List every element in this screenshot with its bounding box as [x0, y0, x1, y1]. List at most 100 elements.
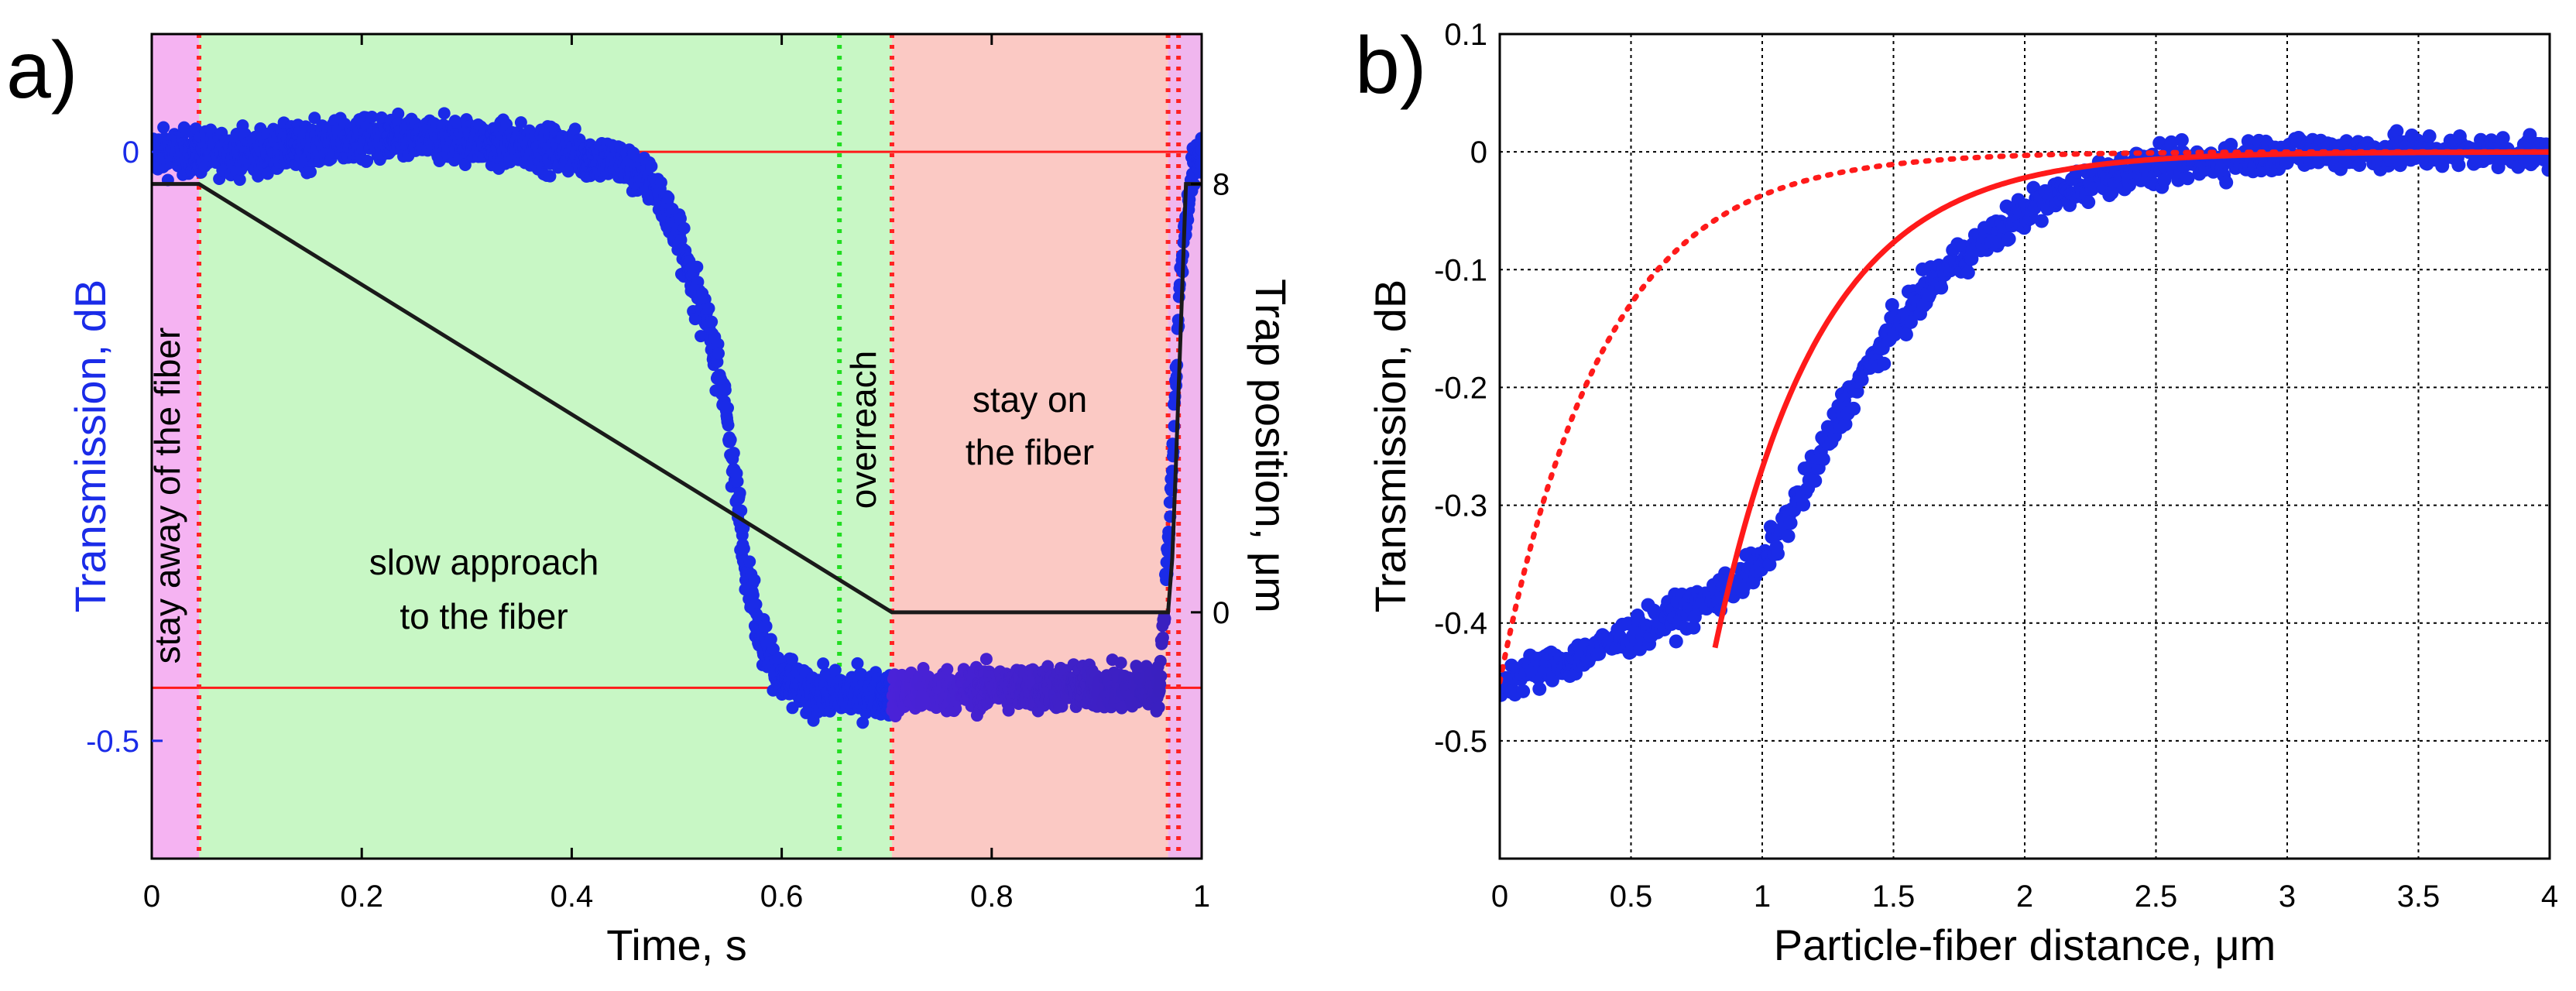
region-2	[891, 34, 1168, 859]
transmission-point	[252, 170, 265, 183]
panel-a-x-axis-label: Time, s	[606, 921, 746, 969]
x-tick-label: 1	[1754, 880, 1771, 914]
transmission-point	[544, 170, 557, 183]
x-tick-label: 2.5	[2135, 880, 2178, 914]
transmission-point	[743, 555, 756, 568]
transmission-point	[1041, 660, 1055, 673]
transmission-point	[702, 302, 715, 315]
transmission-point	[724, 434, 737, 447]
x-tick-label: 3.5	[2397, 880, 2441, 914]
x-tick-label: 2	[2016, 880, 2033, 914]
panel-b-ticks: 0 0.5 1 1.5 2 2.5 3 3.5 4 0.1 0 -0.1 -0.2 -0.3 -0.4 -0.…	[1434, 18, 2558, 914]
x-tick-label: 0.4	[551, 880, 594, 914]
panel-b-y-axis-label: Transmission, dB	[1366, 279, 1415, 613]
annotation-stay-on-line1: stay on	[972, 379, 1087, 420]
transmission-point	[1114, 657, 1127, 670]
data-point	[1781, 529, 1796, 544]
y-right-tick-label: 8	[1213, 168, 1230, 202]
data-point	[1960, 266, 1975, 280]
data-point	[1532, 681, 1547, 696]
y-right-tick-label: 0	[1213, 596, 1230, 630]
y-tick-label: -0.5	[1434, 725, 1487, 759]
data-point	[1808, 473, 1823, 488]
x-tick-label: 4	[2541, 880, 2558, 914]
transmission-point	[979, 653, 993, 666]
transmission-point	[1055, 700, 1068, 713]
transmission-point	[1160, 556, 1173, 569]
transmission-point	[737, 542, 750, 555]
panel-a-frame	[150, 33, 1203, 860]
x-tick-label: 0.6	[760, 880, 804, 914]
transmission-point	[365, 111, 379, 124]
data-point	[1885, 298, 1899, 313]
transmission-point	[1172, 320, 1185, 333]
transmission-point	[705, 315, 719, 328]
x-tick-label: 0.2	[340, 880, 383, 914]
x-tick-label: 1	[1193, 880, 1210, 914]
data-point	[1783, 516, 1798, 530]
data-point	[2540, 151, 2550, 166]
transmission-point	[691, 260, 704, 273]
transmission-point	[1158, 612, 1171, 626]
transmission-point	[308, 111, 321, 125]
transmission-point	[157, 121, 170, 134]
transmission-point	[817, 657, 830, 670]
panel-b: b) 0 0.5 1 1.5 2 2.5 3 3.5 4 0.1 0 -0.1 -0.2 -0.3 -0.4…	[1355, 18, 2558, 969]
transmission-point	[654, 176, 667, 189]
transmission-point	[746, 588, 760, 602]
y-left-tick-label: 0	[122, 135, 139, 170]
panel-a-y-axis-label-right: Trap position, μm	[1247, 279, 1295, 613]
data-point	[2422, 129, 2437, 143]
transmission-point	[677, 221, 691, 235]
annotation-stay-away: stay away of the fiber	[147, 327, 187, 664]
transmission-point	[727, 447, 740, 460]
data-point	[2389, 124, 2404, 139]
y-tick-label: -0.1	[1434, 253, 1487, 287]
data-point	[2157, 173, 2172, 187]
x-tick-label: 0.8	[970, 880, 1014, 914]
transmission-point	[1152, 701, 1165, 714]
transmission-point	[1156, 631, 1169, 644]
x-tick-label: 1.5	[1872, 880, 1916, 914]
transmission-point	[785, 653, 798, 666]
transmission-point	[731, 475, 744, 488]
data-point	[2541, 163, 2550, 177]
panel-a-y-axis-label-left: Transmission, dB	[66, 279, 115, 613]
panel-b-fit-solid	[1712, 149, 2550, 649]
annotation-overreach: overreach	[843, 351, 883, 509]
data-point	[1816, 452, 1830, 467]
data-point	[1877, 356, 1892, 371]
transmission-point	[722, 401, 734, 414]
data-point	[2034, 214, 2049, 228]
data-point	[1934, 280, 1949, 295]
transmission-point	[722, 419, 735, 432]
transmission-point	[1194, 157, 1202, 170]
data-point	[2174, 132, 2189, 147]
transmission-point	[458, 158, 472, 171]
y-tick-label: -0.4	[1434, 607, 1487, 641]
transmission-point	[851, 657, 864, 670]
transmission-point	[719, 383, 732, 396]
transmission-point	[712, 347, 725, 360]
data-point	[1899, 327, 1913, 341]
data-point	[2180, 171, 2195, 186]
x-tick-label: 3	[2279, 880, 2296, 914]
panel-b-label: b)	[1355, 21, 1426, 111]
transmission-point	[1154, 654, 1167, 667]
data-point	[2001, 231, 2016, 246]
transmission-point	[695, 330, 708, 343]
panel-b-frame	[1498, 33, 2551, 860]
transmission-point	[662, 191, 675, 204]
transmission-point	[712, 338, 725, 351]
transmission-point	[1154, 670, 1168, 683]
transmission-point	[735, 504, 748, 517]
transmission-point	[733, 486, 746, 499]
transmission-point	[1195, 132, 1202, 145]
x-tick-label: 0	[1491, 880, 1508, 914]
data-point	[1796, 497, 1811, 512]
transmission-point	[764, 633, 777, 646]
transmission-point	[361, 154, 374, 167]
data-point	[1669, 634, 1683, 649]
panel-a-ticks: 0 0.2 0.4 0.6 0.8 1 0 -0.5 8 0	[86, 34, 1230, 914]
